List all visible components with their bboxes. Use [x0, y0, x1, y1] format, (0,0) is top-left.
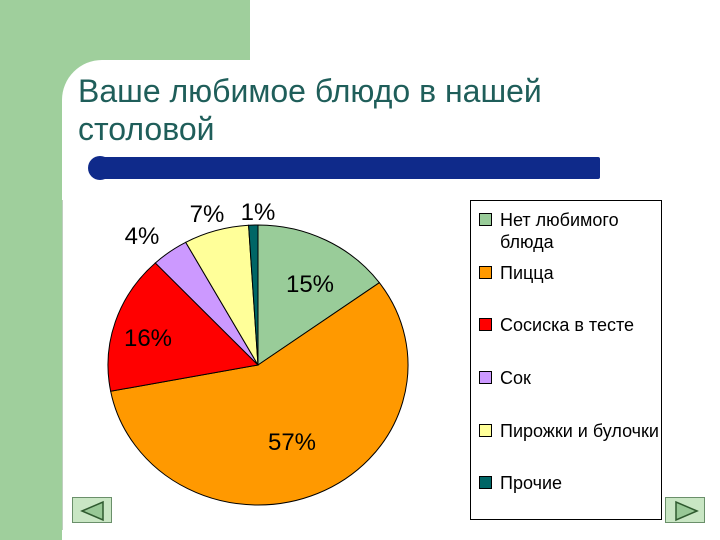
legend-item-other: Прочие [479, 472, 660, 494]
pie-label-pizza: 57% [268, 429, 316, 456]
pie-slice-other [248, 224, 259, 366]
slide-title: Ваше любимое блюдо в нашей столовой [78, 73, 542, 147]
previous-slide-button[interactable] [72, 497, 112, 523]
legend-label-other: Прочие [500, 473, 563, 493]
legend-item-pizza: Пицца [479, 262, 660, 284]
legend-label-sausage: Сосиска в тесте [500, 315, 635, 335]
legend-item-juice: Сок [479, 367, 660, 389]
pie-label-sausage: 16% [124, 325, 172, 352]
pie-label-other: 1% [241, 199, 276, 226]
chart-legend: Нет любимого блюда Пицца Сосиска в тесте… [470, 200, 662, 520]
legend-swatch-pies [479, 424, 492, 437]
pie-slice-none [257, 224, 381, 366]
pie-slice-sausage [107, 262, 260, 392]
legend-label-juice: Сок [500, 368, 531, 388]
pie-slice-pizza [110, 282, 409, 506]
side-divider [62, 200, 63, 530]
triangle-right-icon [675, 500, 699, 522]
legend-item-sausage: Сосиска в тесте [479, 314, 660, 336]
legend-item-none: Нет любимого блюда [479, 209, 660, 253]
legend-label-none: Нет любимого блюда [500, 210, 619, 252]
legend-label-pies: Пирожки и булочки [500, 421, 659, 441]
legend-swatch-other [479, 476, 492, 489]
next-slide-button[interactable] [665, 497, 705, 523]
legend-swatch-sausage [479, 318, 492, 331]
pie-label-juice: 4% [125, 223, 160, 250]
legend-swatch-juice [479, 371, 492, 384]
legend-swatch-pizza [479, 266, 492, 279]
legend-label-pizza: Пицца [500, 263, 554, 283]
triangle-left-icon [80, 500, 104, 522]
pie-label-none: 15% [286, 271, 334, 298]
title-underline-bar [100, 157, 600, 179]
pie-label-pies: 7% [190, 201, 225, 228]
legend-swatch-none [479, 213, 492, 226]
legend-item-pies: Пирожки и булочки [479, 420, 660, 442]
